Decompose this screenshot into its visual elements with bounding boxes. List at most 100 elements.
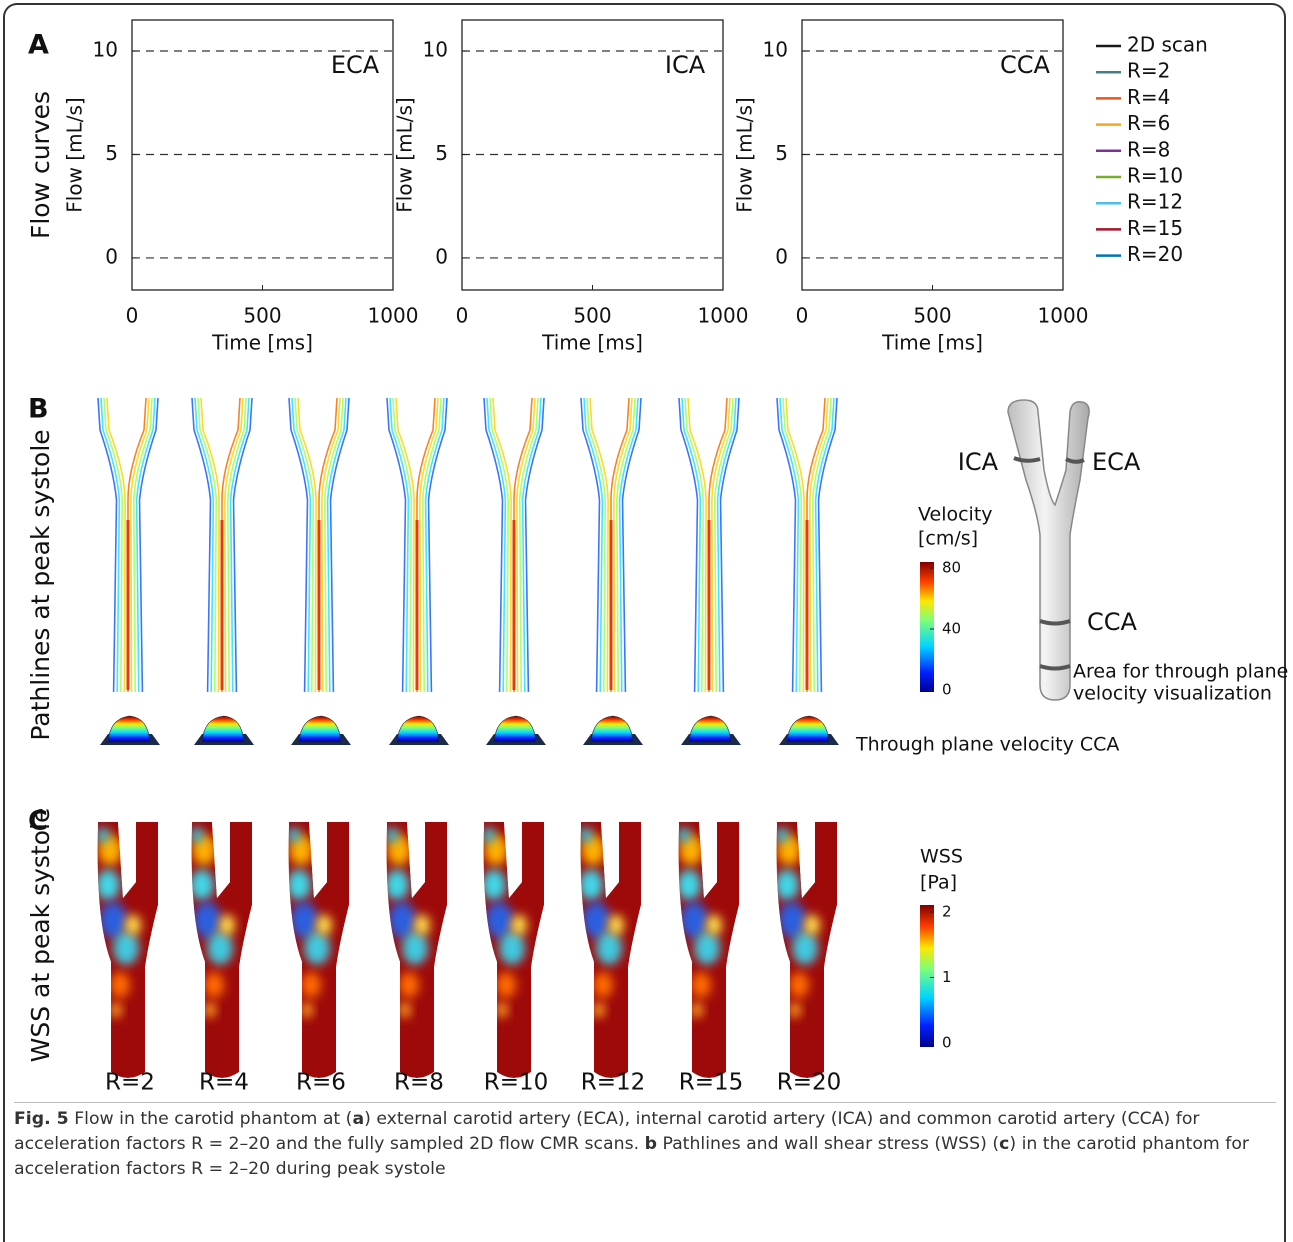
frame [3,3,1286,1242]
schematic-label: Area for through plane [1073,661,1288,683]
pathline [421,397,442,693]
column-label: R=10 [484,1070,549,1096]
colorbar-tick-label: 1 [942,968,952,986]
pathline [580,397,601,693]
legend-label: R=6 [1127,111,1170,135]
caption-run: Pathlines and wall shear stress (WSS) ( [656,1134,1000,1154]
pathline [386,397,407,693]
panel-label: A [28,30,49,61]
profile-dome [396,715,440,743]
pathline [427,397,448,693]
x-tick-label: 1000 [368,304,419,328]
wss-patch [680,901,708,939]
wss-patch [399,972,419,998]
colorbar-tick-label: 2 [942,903,952,921]
profile-dome [298,715,342,743]
pathline [713,397,734,693]
y-tick-label: 10 [763,38,788,62]
wss-patch [792,931,818,965]
pathline-vessel [97,397,160,745]
wss-vessel [483,822,544,1078]
wss-vessel [386,822,447,1078]
wss-patch [778,901,806,939]
wss-patch [110,1002,122,1018]
pathline [130,397,150,693]
profile-dome [590,715,634,743]
wss-patch [125,914,141,936]
legend-label: R=2 [1127,59,1170,83]
wss-patch [386,827,398,843]
colorbar [920,905,934,1047]
pathline [785,397,805,693]
pathline [323,397,344,693]
wss-patch [193,901,221,939]
wss-patch [113,931,139,965]
caption-run: Flow in the carotid phantom at ( [68,1109,353,1129]
wss-vessel [191,822,252,1078]
pathline [97,397,118,693]
wss-patch [593,1002,605,1018]
x-tick-label: 0 [456,304,469,328]
wss-patch [301,972,321,998]
colorbar-tick-label: 0 [942,1034,952,1052]
wss-patch [496,1002,508,1018]
annotation: ICA [665,51,706,79]
y-tick-label: 5 [775,141,788,165]
y-axis-label: Flow [mL/s] [733,97,757,212]
wss-vessel [678,822,739,1078]
wss-patch [608,914,624,936]
wss-patch [789,972,809,998]
caption-run: ) in the carotid phantom for acceleratio… [14,1134,1249,1179]
pathline [127,397,147,692]
pathline [224,397,244,693]
pathline [416,397,436,692]
pathline [232,397,253,693]
wss-patch [386,869,409,901]
wss-patch [402,931,428,965]
caption-run: ) external carotid artery (ECA), interna… [14,1109,1200,1154]
pathline-vessel [678,397,741,745]
pathline [678,397,699,693]
pathline [687,397,707,693]
pathline [618,397,639,693]
axes-box [461,19,724,291]
axes-box [801,19,1064,291]
pathline-vessel [386,397,449,745]
pathline [719,397,740,693]
wss-patch [678,827,690,843]
wss-patch [706,914,722,936]
column-label: R=20 [777,1070,842,1096]
colorbar-unit: [cm/s] [918,528,978,550]
wss-patch [204,972,224,998]
wss-patch [485,901,513,939]
pathline [297,397,317,693]
pathline-vessel [776,397,839,745]
pathline [779,397,800,693]
legend-label: 2D scan [1127,33,1208,57]
x-tick-label: 500 [573,304,611,328]
pathline [103,397,124,693]
pathline [524,397,545,693]
pathline [776,397,797,693]
profile-dome [107,715,151,743]
wss-patch [496,972,516,998]
wss-patch [204,1002,216,1018]
wss-patch [288,827,300,843]
pathline [586,397,607,693]
pathline-vessel [483,397,546,745]
legend-label: R=12 [1127,190,1183,214]
wss-patch [388,901,416,939]
wss-patch [316,914,332,936]
wss-patch [301,1002,313,1018]
pathline [395,397,415,693]
wss-vessel [288,822,349,1078]
panel-label: B [28,394,49,425]
schematic-label: CCA [1087,608,1138,636]
x-tick-label: 500 [913,304,951,328]
colorbar-tick-label: 40 [942,620,961,638]
profile-dome [688,715,732,743]
pathline [419,397,439,693]
colorbar-unit: [Pa] [920,872,957,894]
y-tick-label: 5 [435,141,448,165]
pathline [197,397,218,693]
